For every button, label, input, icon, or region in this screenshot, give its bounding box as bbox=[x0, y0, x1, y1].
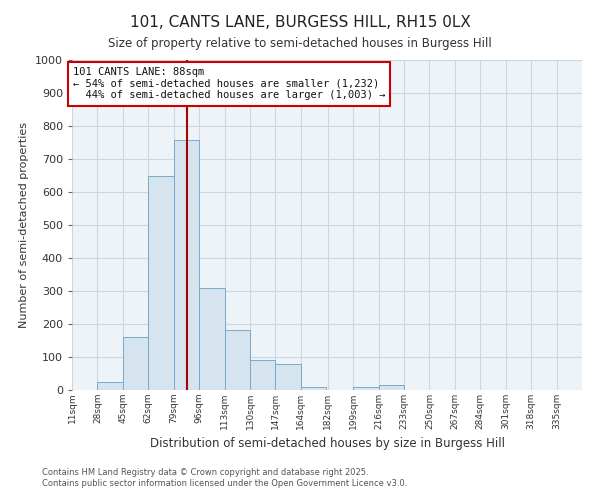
Text: 101, CANTS LANE, BURGESS HILL, RH15 0LX: 101, CANTS LANE, BURGESS HILL, RH15 0LX bbox=[130, 15, 470, 30]
Y-axis label: Number of semi-detached properties: Number of semi-detached properties bbox=[19, 122, 29, 328]
Bar bbox=[353, 386, 379, 390]
Bar bbox=[301, 386, 326, 390]
Bar bbox=[174, 140, 199, 390]
Bar bbox=[379, 385, 404, 390]
X-axis label: Distribution of semi-detached houses by size in Burgess Hill: Distribution of semi-detached houses by … bbox=[149, 438, 505, 450]
Bar bbox=[148, 176, 174, 390]
Bar bbox=[123, 337, 148, 390]
Text: Size of property relative to semi-detached houses in Burgess Hill: Size of property relative to semi-detach… bbox=[108, 38, 492, 51]
Bar bbox=[199, 288, 224, 390]
Text: 101 CANTS LANE: 88sqm
← 54% of semi-detached houses are smaller (1,232)
  44% of: 101 CANTS LANE: 88sqm ← 54% of semi-deta… bbox=[73, 68, 385, 100]
Bar bbox=[275, 364, 301, 390]
Bar bbox=[224, 330, 250, 390]
Bar bbox=[97, 382, 123, 390]
Bar bbox=[250, 360, 275, 390]
Text: Contains HM Land Registry data © Crown copyright and database right 2025.
Contai: Contains HM Land Registry data © Crown c… bbox=[42, 468, 407, 487]
